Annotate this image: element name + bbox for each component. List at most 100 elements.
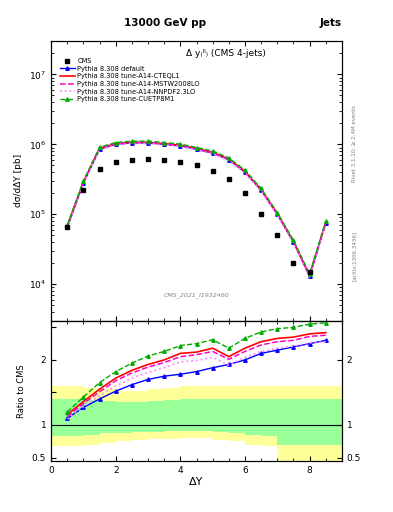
Text: [arXiv:1306.3436]: [arXiv:1306.3436] [352,231,357,281]
Pythia 8.308 default [259,187,263,194]
Pythia 8.308 tune-A14-NNPDF2.3LO [275,212,280,218]
Pythia 8.308 tune-A14-MSTW2008LO [307,273,312,279]
Pythia 8.308 tune-A14-MSTW2008LO [162,141,167,147]
CMS [210,167,215,174]
Pythia 8.308 tune-A14-MSTW2008LO [65,224,70,230]
Pythia 8.308 tune-A14-CTEQL1 [226,156,231,162]
Line: Pythia 8.308 tune-CUETP8M1: Pythia 8.308 tune-CUETP8M1 [66,139,327,276]
CMS [130,157,134,163]
Pythia 8.308 tune-CUETP8M1 [97,144,102,150]
Pythia 8.308 tune-A14-MSTW2008LO [146,139,151,145]
Pythia 8.308 tune-A14-NNPDF2.3LO [307,274,312,280]
CMS [275,232,280,239]
Text: Jets: Jets [320,18,342,28]
Pythia 8.308 tune-A14-MSTW2008LO [178,142,183,148]
CMS [162,157,167,163]
Pythia 8.308 default [275,211,280,218]
Text: CMS_2021_I1932460: CMS_2021_I1932460 [163,293,230,298]
CMS [323,323,328,329]
Line: Pythia 8.308 tune-A14-MSTW2008LO: Pythia 8.308 tune-A14-MSTW2008LO [67,142,326,276]
Line: Pythia 8.308 tune-A14-CTEQL1: Pythia 8.308 tune-A14-CTEQL1 [67,142,326,275]
Pythia 8.308 tune-A14-NNPDF2.3LO [291,240,296,246]
Pythia 8.308 tune-A14-MSTW2008LO [259,187,263,193]
CMS [81,187,86,194]
Pythia 8.308 tune-CUETP8M1 [275,209,280,216]
Pythia 8.308 tune-CUETP8M1 [210,148,215,154]
X-axis label: ΔY: ΔY [189,477,204,487]
Y-axis label: Ratio to CMS: Ratio to CMS [17,364,26,418]
Pythia 8.308 tune-A14-CTEQL1 [242,168,247,175]
Pythia 8.308 default [65,224,70,230]
Pythia 8.308 default [323,220,328,226]
CMS [242,190,247,196]
CMS [146,156,151,162]
Legend: CMS, Pythia 8.308 default, Pythia 8.308 tune-A14-CTEQL1, Pythia 8.308 tune-A14-M: CMS, Pythia 8.308 default, Pythia 8.308 … [57,55,203,105]
Pythia 8.308 tune-A14-CTEQL1 [113,141,118,147]
Pythia 8.308 tune-A14-MSTW2008LO [113,141,118,147]
Text: Δ y₍ᴵᴵ₎ (CMS 4-jets): Δ y₍ᴵᴵ₎ (CMS 4-jets) [185,49,266,58]
Pythia 8.308 tune-A14-NNPDF2.3LO [226,158,231,164]
Pythia 8.308 tune-A14-CTEQL1 [307,272,312,278]
Pythia 8.308 tune-CUETP8M1 [194,144,199,151]
Pythia 8.308 tune-A14-CTEQL1 [65,223,70,229]
CMS [307,269,312,275]
Pythia 8.308 default [178,143,183,149]
Pythia 8.308 tune-A14-NNPDF2.3LO [113,142,118,148]
Pythia 8.308 default [194,146,199,153]
Pythia 8.308 tune-CUETP8M1 [162,139,167,145]
Pythia 8.308 tune-A14-MSTW2008LO [275,211,280,217]
Pythia 8.308 default [210,150,215,156]
Pythia 8.308 tune-A14-CTEQL1 [178,142,183,148]
Pythia 8.308 tune-CUETP8M1 [307,271,312,277]
CMS [291,260,296,266]
Pythia 8.308 tune-A14-NNPDF2.3LO [194,147,199,153]
Pythia 8.308 tune-A14-NNPDF2.3LO [97,146,102,153]
Pythia 8.308 tune-CUETP8M1 [226,155,231,161]
Pythia 8.308 tune-CUETP8M1 [259,185,263,191]
Pythia 8.308 tune-A14-CTEQL1 [275,210,280,217]
Pythia 8.308 tune-A14-MSTW2008LO [210,150,215,156]
Pythia 8.308 tune-CUETP8M1 [291,237,296,243]
Line: Pythia 8.308 tune-A14-NNPDF2.3LO: Pythia 8.308 tune-A14-NNPDF2.3LO [67,143,326,277]
Pythia 8.308 tune-A14-CTEQL1 [323,219,328,225]
Pythia 8.308 tune-A14-CTEQL1 [162,141,167,147]
Line: Pythia 8.308 default: Pythia 8.308 default [66,141,327,278]
Pythia 8.308 default [113,141,118,147]
Pythia 8.308 default [81,180,86,186]
Pythia 8.308 tune-A14-CTEQL1 [97,145,102,151]
Pythia 8.308 tune-A14-CTEQL1 [194,145,199,152]
CMS [226,176,231,182]
Pythia 8.308 tune-A14-NNPDF2.3LO [178,143,183,150]
CMS [65,224,70,230]
Pythia 8.308 tune-CUETP8M1 [146,138,151,144]
Pythia 8.308 tune-CUETP8M1 [81,178,86,184]
Pythia 8.308 tune-CUETP8M1 [178,141,183,147]
Pythia 8.308 tune-A14-CTEQL1 [210,149,215,155]
Pythia 8.308 tune-A14-CTEQL1 [130,139,134,145]
Pythia 8.308 default [162,141,167,147]
Pythia 8.308 tune-A14-MSTW2008LO [194,146,199,152]
Pythia 8.308 default [242,169,247,175]
Pythia 8.308 tune-A14-MSTW2008LO [130,139,134,145]
Pythia 8.308 tune-CUETP8M1 [323,218,328,224]
Pythia 8.308 tune-CUETP8M1 [65,222,70,228]
Pythia 8.308 tune-A14-NNPDF2.3LO [162,142,167,148]
Pythia 8.308 tune-A14-NNPDF2.3LO [323,221,328,227]
Pythia 8.308 default [226,157,231,163]
Text: 13000 GeV pp: 13000 GeV pp [124,18,206,28]
Pythia 8.308 default [307,273,312,280]
CMS [194,162,199,168]
Pythia 8.308 tune-A14-MSTW2008LO [242,169,247,175]
Text: Rivet 3.1.10; ≥ 2.4M events: Rivet 3.1.10; ≥ 2.4M events [352,105,357,182]
Pythia 8.308 tune-A14-MSTW2008LO [81,179,86,185]
CMS [178,159,183,165]
Pythia 8.308 tune-A14-CTEQL1 [291,238,296,244]
Pythia 8.308 tune-A14-NNPDF2.3LO [81,180,86,186]
Pythia 8.308 tune-A14-MSTW2008LO [291,239,296,245]
Pythia 8.308 tune-CUETP8M1 [130,138,134,144]
Pythia 8.308 tune-CUETP8M1 [242,167,247,173]
CMS [259,211,263,218]
Pythia 8.308 default [146,140,151,146]
Pythia 8.308 tune-A14-MSTW2008LO [226,157,231,163]
Pythia 8.308 tune-A14-CTEQL1 [81,179,86,185]
